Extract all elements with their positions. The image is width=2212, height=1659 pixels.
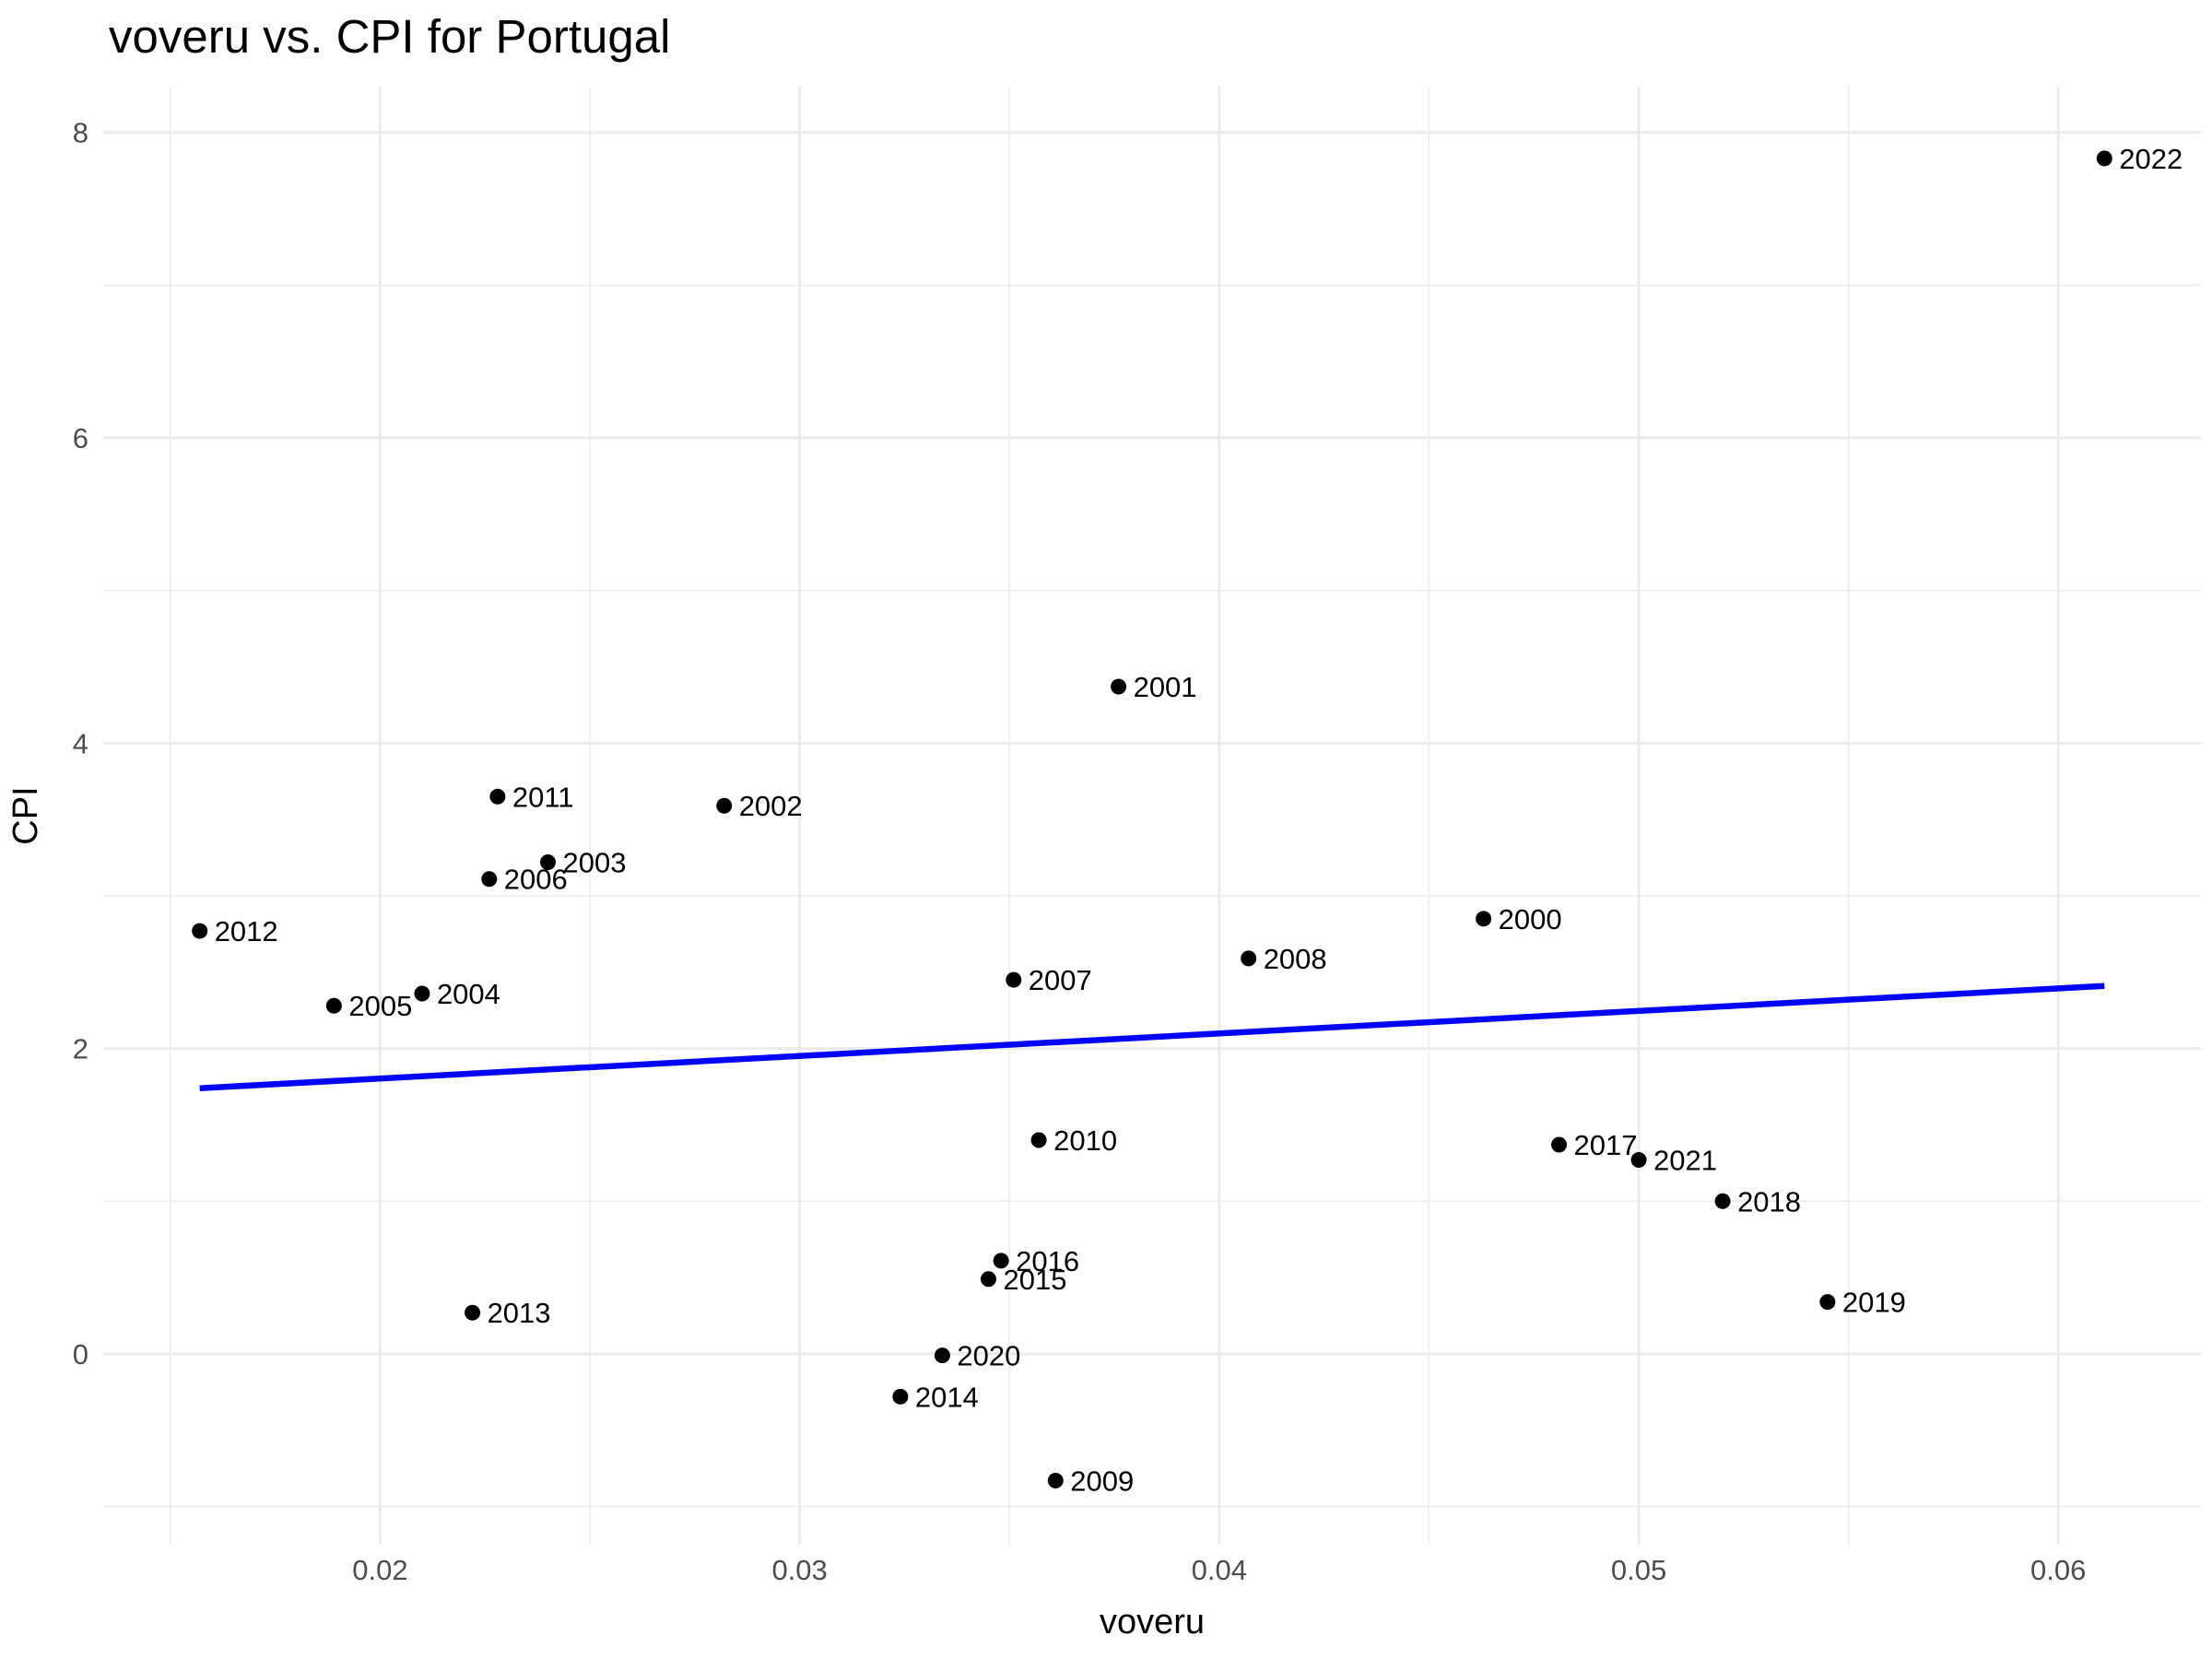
data-point — [489, 788, 506, 805]
point-label: 2014 — [915, 1381, 979, 1413]
data-point — [192, 923, 208, 939]
y-tick-label: 8 — [73, 117, 88, 149]
point-label: 2005 — [348, 990, 412, 1022]
data-point — [1047, 1472, 1064, 1488]
point-label: 2017 — [1574, 1129, 1638, 1161]
data-point — [465, 1304, 481, 1321]
point-label: 2004 — [437, 978, 500, 1010]
trend-line-group — [199, 982, 2105, 1091]
point-label: 2010 — [1053, 1124, 1117, 1157]
point-label: 2009 — [1070, 1465, 1134, 1497]
x-tick-label: 0.04 — [1192, 1554, 1247, 1586]
point-label: 2022 — [2119, 143, 2183, 175]
point-label: 2007 — [1029, 964, 1092, 996]
x-tick-label: 0.06 — [2030, 1554, 2086, 1586]
point-label: 2011 — [512, 781, 574, 813]
x-axis-ticks: 0.02 0.03 0.04 0.05 0.06 — [352, 1554, 2086, 1586]
data-point — [993, 1253, 1009, 1269]
x-tick-label: 0.03 — [771, 1554, 827, 1586]
data-point — [325, 997, 342, 1014]
data-point — [716, 797, 733, 814]
point-label: 2021 — [1653, 1145, 1717, 1177]
x-tick-label: 0.02 — [352, 1554, 407, 1586]
point-label: 2012 — [215, 915, 278, 947]
trend-line — [199, 982, 2105, 1091]
point-label: 2013 — [488, 1297, 551, 1329]
x-axis-title: voveru — [1100, 1603, 1205, 1641]
data-point — [1006, 971, 1022, 988]
minor-gridlines — [103, 87, 2201, 1545]
point-labels: 2000 2001 2002 2003 2004 2005 2006 2007 2008 2009… — [215, 143, 2183, 1498]
data-point — [481, 871, 498, 888]
point-label: 2019 — [1842, 1287, 1906, 1319]
data-point — [1111, 678, 1127, 695]
y-axis-ticks: 0 2 4 6 8 — [73, 117, 88, 1371]
data-point — [1030, 1132, 1047, 1148]
point-label: 2008 — [1264, 943, 1327, 975]
data-point — [1714, 1193, 1731, 1209]
data-point — [1551, 1136, 1568, 1153]
x-tick-label: 0.05 — [1611, 1554, 1666, 1586]
data-point — [414, 985, 430, 1002]
point-label: 2016 — [1016, 1245, 1079, 1277]
point-label: 2000 — [1499, 903, 1562, 935]
point-label: 2002 — [739, 790, 803, 822]
data-point — [1630, 1152, 1647, 1169]
point-label: 2018 — [1737, 1185, 1801, 1218]
major-gridlines — [103, 87, 2201, 1545]
y-axis-title: CPI — [6, 786, 45, 844]
data-point — [980, 1271, 996, 1288]
data-point — [1819, 1294, 1836, 1311]
point-label: 2015 — [1003, 1264, 1066, 1296]
data-point — [540, 854, 557, 871]
data-point — [892, 1388, 909, 1405]
data-point — [2096, 150, 2112, 167]
y-tick-label: 0 — [73, 1338, 88, 1371]
point-label: 2001 — [1134, 671, 1197, 703]
point-label: 2003 — [563, 847, 627, 879]
y-tick-label: 2 — [73, 1033, 88, 1065]
chart-title: voveru vs. CPI for Portugal — [109, 10, 671, 63]
point-label: 2006 — [504, 864, 568, 896]
point-label: 2020 — [957, 1340, 1020, 1372]
y-tick-label: 4 — [73, 727, 88, 759]
data-point — [934, 1347, 950, 1364]
data-points — [192, 150, 2112, 1488]
data-point — [1476, 911, 1492, 927]
y-tick-label: 6 — [73, 422, 88, 454]
data-point — [1241, 950, 1257, 967]
